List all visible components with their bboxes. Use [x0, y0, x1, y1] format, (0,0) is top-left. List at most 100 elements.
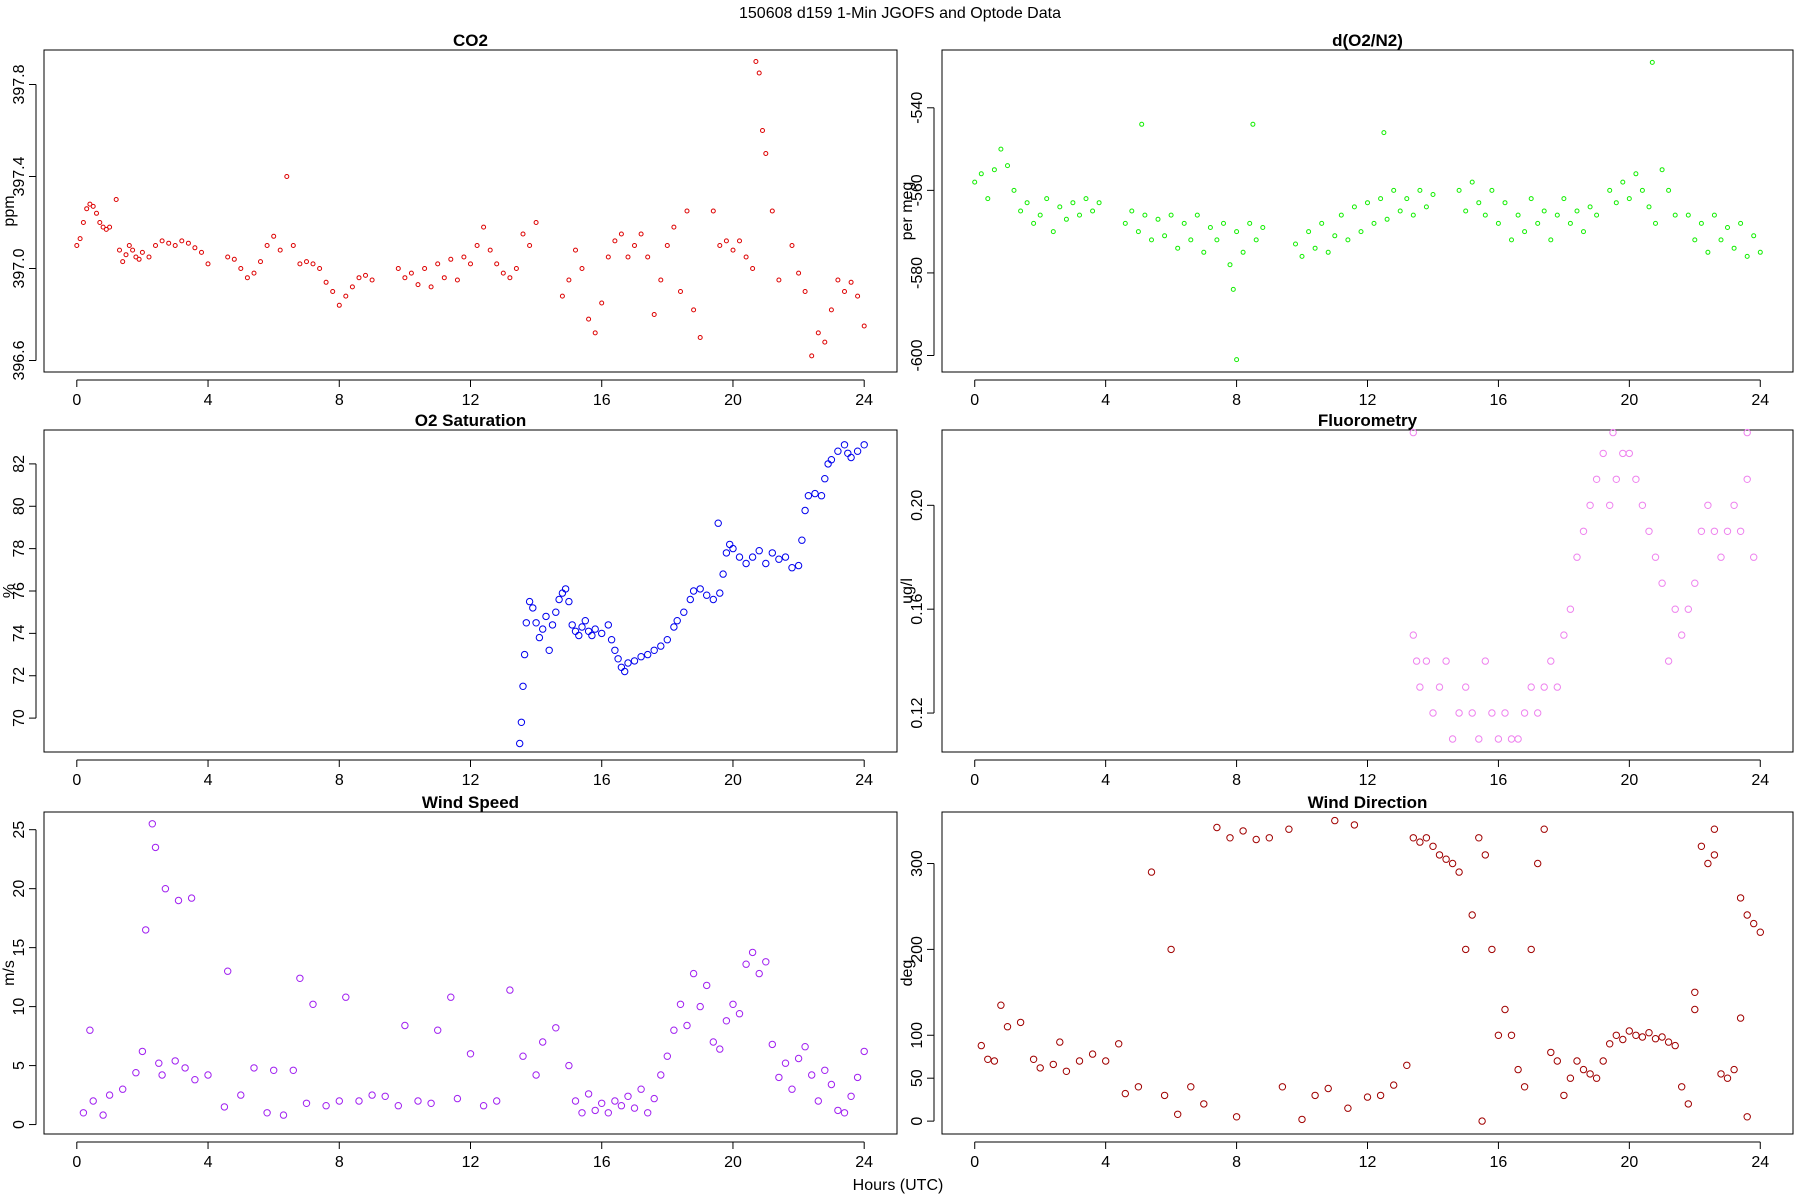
- data-point: [1659, 167, 1665, 173]
- data-point: [650, 1094, 658, 1103]
- data-point: [335, 1097, 343, 1105]
- data-point: [1469, 179, 1475, 185]
- data-point: [762, 958, 770, 966]
- data-point: [1594, 212, 1600, 218]
- data-point: [297, 261, 303, 267]
- data-point: [1736, 894, 1745, 902]
- data-point: [363, 272, 368, 278]
- data-point: [481, 224, 487, 230]
- x-tick-label: 16: [1490, 772, 1508, 789]
- data-point: [1717, 553, 1725, 561]
- data-point: [624, 659, 632, 667]
- data-point: [1422, 834, 1431, 842]
- data-point: [703, 591, 711, 599]
- data-point: [251, 270, 257, 276]
- data-point: [1653, 220, 1658, 226]
- data-point: [1121, 1089, 1130, 1098]
- data-point: [1221, 220, 1226, 226]
- x-tick-label: 8: [335, 392, 344, 409]
- plot-frame: [941, 811, 1794, 1135]
- data-point: [1560, 631, 1568, 639]
- y-tick-label: 397.4: [11, 156, 28, 196]
- data-point: [79, 1109, 88, 1117]
- data-point: [1482, 212, 1488, 218]
- data-point: [179, 238, 185, 244]
- data-point: [566, 277, 572, 283]
- x-tick-label: 24: [855, 772, 873, 789]
- data-point: [1664, 657, 1673, 665]
- data-point: [853, 1073, 862, 1082]
- data-point: [447, 993, 455, 1001]
- data-point: [191, 1076, 199, 1084]
- data-point: [1540, 683, 1548, 691]
- data-point: [153, 243, 158, 248]
- data-point: [801, 506, 809, 515]
- data-point: [645, 254, 651, 260]
- x-tick-label: 0: [970, 772, 979, 789]
- x-tick-label: 24: [1751, 772, 1769, 789]
- x-tick-label: 12: [462, 772, 480, 789]
- data-point: [1633, 171, 1639, 177]
- data-point: [1684, 605, 1693, 613]
- data-point: [1324, 1084, 1332, 1093]
- data-point: [1666, 187, 1672, 193]
- data-point: [1319, 220, 1325, 226]
- data-point: [671, 224, 677, 230]
- data-point: [847, 453, 855, 462]
- data-point: [1214, 237, 1220, 243]
- data-point: [161, 885, 170, 893]
- data-point: [296, 974, 304, 982]
- data-point: [1247, 220, 1253, 226]
- data-point: [1651, 553, 1660, 561]
- data-point: [753, 59, 759, 64]
- data-point: [151, 843, 160, 852]
- data-point: [591, 625, 599, 633]
- data-point: [1730, 501, 1738, 509]
- data-point: [1619, 449, 1627, 458]
- data-point: [1658, 579, 1666, 587]
- data-point: [533, 220, 539, 225]
- data-point: [1201, 249, 1207, 255]
- y-tick-label: 70: [11, 709, 28, 727]
- data-point: [126, 243, 132, 248]
- data-point: [788, 564, 796, 572]
- data-point: [493, 1097, 501, 1105]
- data-point: [1534, 859, 1542, 868]
- data-point: [1442, 657, 1450, 665]
- data-point: [1717, 1070, 1725, 1078]
- data-point: [1606, 501, 1614, 509]
- data-point: [1365, 200, 1370, 206]
- y-tick-label: 397.8: [11, 64, 28, 104]
- data-point: [1160, 1091, 1169, 1100]
- data-point: [1049, 1060, 1058, 1069]
- panel-title: O2 Saturation: [415, 411, 526, 430]
- data-point: [742, 960, 750, 968]
- data-point: [192, 245, 198, 251]
- data-point: [1579, 1065, 1588, 1074]
- data-point: [1586, 501, 1594, 509]
- data-point: [519, 682, 527, 690]
- data-point: [1691, 1005, 1699, 1014]
- data-point: [427, 1099, 435, 1108]
- data-point: [1515, 212, 1521, 218]
- y-tick-label: 300: [909, 850, 926, 877]
- data-point: [401, 1021, 409, 1030]
- data-point: [686, 595, 694, 604]
- data-point: [422, 266, 428, 271]
- data-point: [474, 243, 480, 248]
- data-point: [1213, 823, 1221, 832]
- y-axis-label: m/s: [1, 960, 18, 986]
- data-point: [500, 270, 506, 276]
- data-point: [1481, 851, 1490, 859]
- x-tick-label: 0: [72, 772, 81, 789]
- data-point: [1429, 709, 1437, 717]
- data-point: [860, 441, 868, 449]
- data-point: [1507, 1031, 1516, 1040]
- data-point: [1462, 945, 1470, 954]
- data-point: [840, 441, 849, 449]
- data-point: [1409, 428, 1418, 437]
- data-point: [1056, 1038, 1064, 1046]
- data-point: [588, 631, 596, 640]
- data-point: [821, 475, 829, 483]
- data-point: [133, 254, 139, 260]
